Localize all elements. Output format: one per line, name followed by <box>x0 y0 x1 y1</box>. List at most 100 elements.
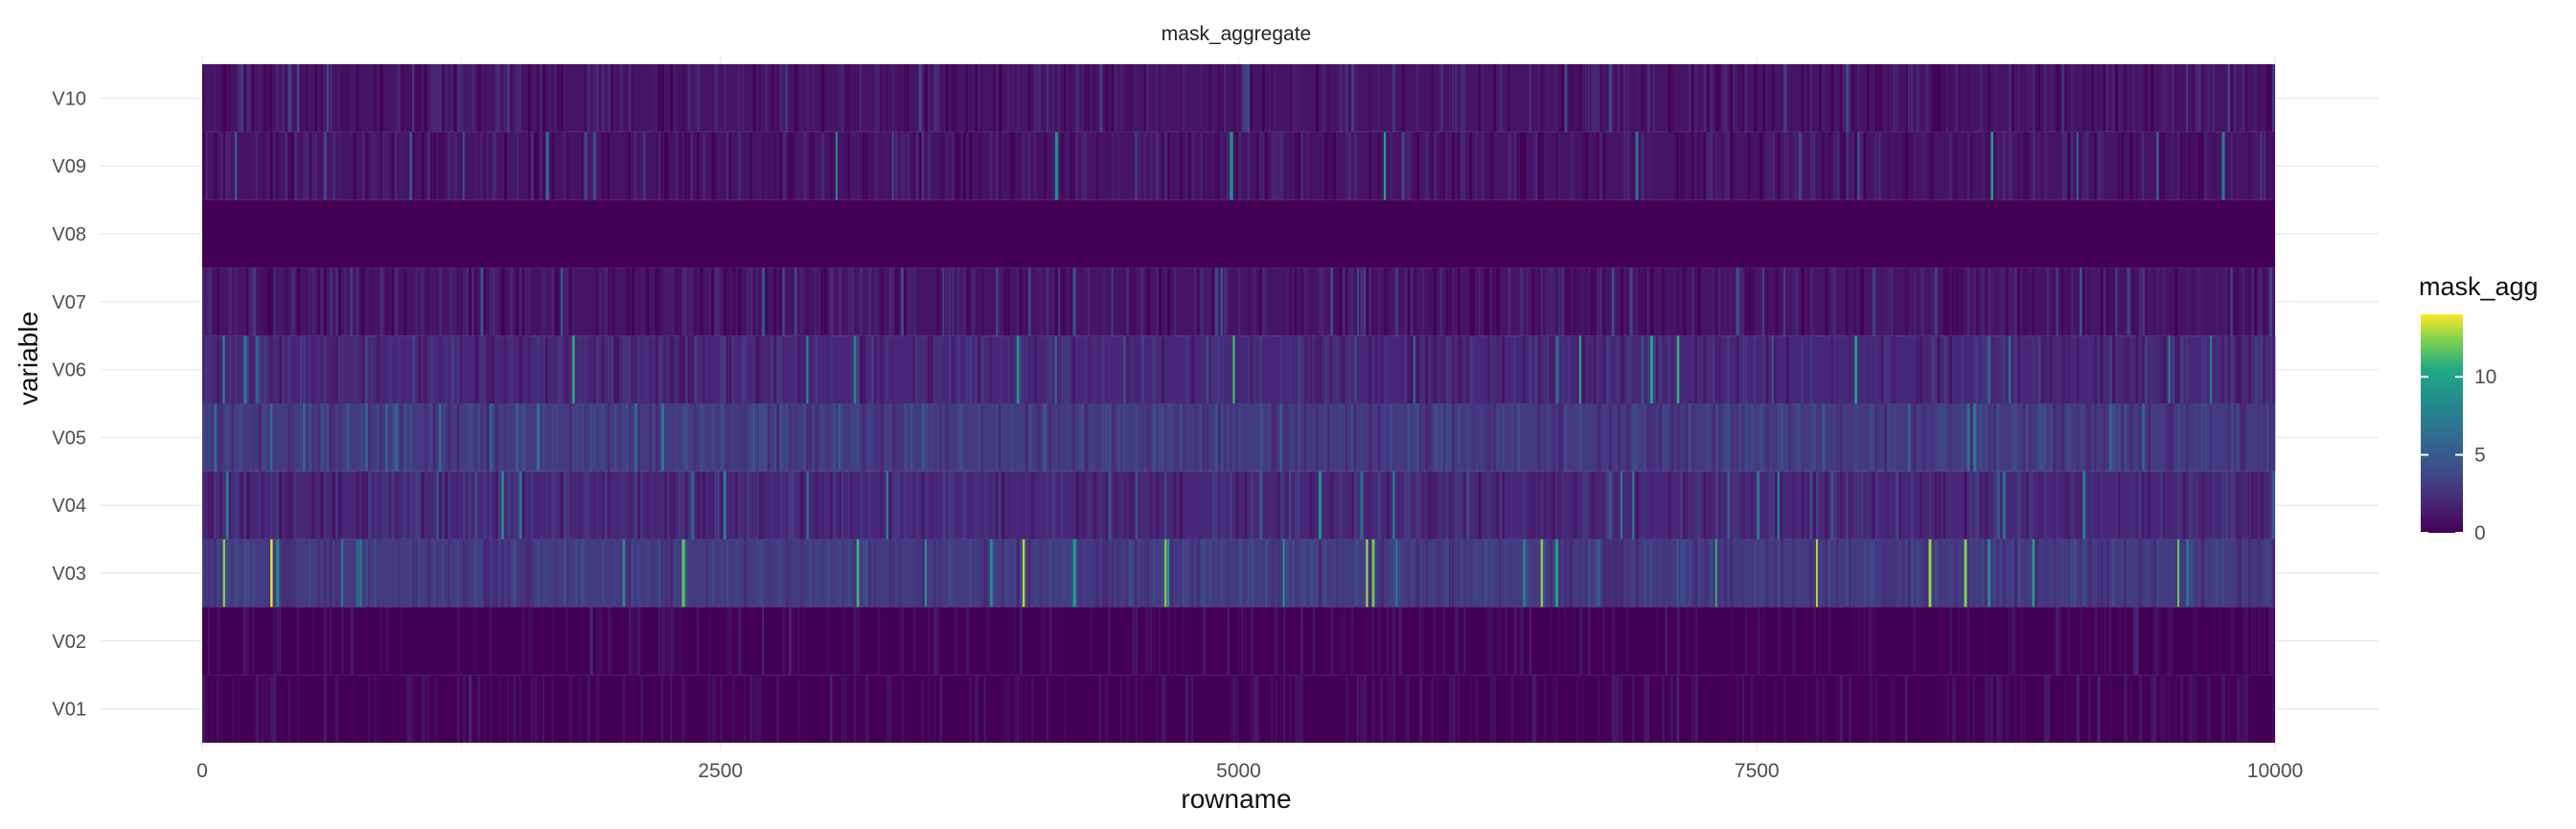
heatmap-cell <box>752 64 756 132</box>
heatmap-cell <box>690 335 695 403</box>
heatmap-cell <box>1646 335 1650 403</box>
heatmap-cell <box>1404 131 1407 200</box>
heatmap-cell <box>1564 267 1568 336</box>
heatmap-cell <box>1523 335 1526 403</box>
heatmap-cell <box>738 335 741 403</box>
heatmap-cell <box>1966 267 1971 336</box>
heatmap-cell <box>1896 471 1899 540</box>
heatmap-cell <box>1999 539 2003 608</box>
heatmap-cell <box>1555 539 1558 608</box>
heatmap-cell <box>1445 131 1448 200</box>
heatmap-cell <box>1676 403 1681 472</box>
heatmap-cell <box>380 64 383 132</box>
heatmap-cell <box>1836 539 1839 608</box>
heatmap-cell <box>2239 539 2242 608</box>
heatmap-cell <box>1520 607 1524 676</box>
heatmap-cell <box>1413 403 1417 472</box>
heatmap-cell <box>507 64 510 132</box>
heatmap-cell <box>1458 539 1460 608</box>
heatmap-cell <box>758 403 762 472</box>
heatmap-cell <box>2242 607 2245 676</box>
heatmap-cell <box>758 675 762 743</box>
heatmap-cell <box>2230 403 2234 472</box>
heatmap-cell <box>684 335 689 403</box>
heatmap-cell <box>2180 675 2184 743</box>
heatmap-cell <box>1366 607 1368 676</box>
heatmap-cell <box>1439 335 1442 403</box>
heatmap-cell <box>1537 267 1541 336</box>
heatmap-cell <box>954 607 958 676</box>
heatmap-cell <box>1374 267 1377 336</box>
heatmap-cell <box>1744 64 1747 132</box>
heatmap-cell <box>2216 335 2220 403</box>
heatmap-cell <box>1670 335 1673 403</box>
heatmap-cell <box>1555 335 1559 403</box>
heatmap-cell <box>1576 539 1579 608</box>
heatmap-cell <box>489 471 492 540</box>
heatmap-cell <box>238 539 241 608</box>
heatmap-cell <box>717 267 721 336</box>
heatmap-cell <box>1322 267 1324 336</box>
heatmap-cell <box>1451 64 1455 132</box>
heatmap-cell <box>1016 335 1020 403</box>
heatmap-cell <box>1762 539 1765 608</box>
heatmap-cell <box>1191 675 1194 743</box>
heatmap-cell <box>1534 675 1537 743</box>
heatmap-cell <box>608 335 610 403</box>
heatmap-cell <box>418 539 421 608</box>
heatmap-cell <box>1534 335 1538 403</box>
heatmap-cell <box>1599 539 1602 608</box>
heatmap-cell <box>637 607 641 676</box>
heatmap-cell <box>1558 267 1561 336</box>
heatmap-cell <box>293 471 297 540</box>
heatmap-cell <box>2108 267 2112 336</box>
heatmap-cell <box>815 403 818 472</box>
heatmap-cell <box>442 403 446 472</box>
heatmap-cell <box>1884 539 1888 608</box>
heatmap-cell <box>202 675 205 743</box>
heatmap-cell <box>1407 675 1410 743</box>
heatmap-cell <box>1549 267 1553 336</box>
heatmap-cell <box>234 335 238 403</box>
heatmap-cell <box>1327 471 1330 540</box>
heatmap-cell <box>1345 675 1349 743</box>
heatmap-cell <box>1646 64 1650 132</box>
heatmap-cell <box>605 131 608 200</box>
heatmap-cell <box>394 267 399 336</box>
heatmap-cell <box>1626 335 1630 403</box>
heatmap-cell <box>374 131 378 200</box>
heatmap-cell <box>907 64 909 132</box>
heatmap-cell <box>788 471 792 540</box>
heatmap-cell <box>1214 403 1219 472</box>
heatmap-cell <box>1208 64 1211 132</box>
heatmap-cell <box>1084 131 1088 200</box>
heatmap-cell <box>2053 267 2057 336</box>
heatmap-cell <box>1451 539 1455 608</box>
heatmap-cell <box>2141 403 2145 472</box>
heatmap-cell <box>1256 675 1259 743</box>
heatmap-cell <box>725 471 728 540</box>
heatmap-cell <box>545 131 549 200</box>
heatmap-cell <box>1972 403 1977 472</box>
heatmap-cell <box>2219 403 2221 472</box>
heatmap-cell <box>1051 267 1054 336</box>
heatmap-cell <box>978 471 980 540</box>
heatmap-cell <box>1914 403 1917 472</box>
heatmap-cell <box>836 539 840 608</box>
heatmap-cell <box>1712 471 1714 540</box>
heatmap-cell <box>655 267 658 336</box>
heatmap-cell <box>459 267 463 336</box>
heatmap-cell <box>1054 607 1057 676</box>
heatmap-cell <box>815 267 817 336</box>
heatmap-cell <box>1330 335 1333 403</box>
heatmap-cell <box>1244 471 1248 540</box>
heatmap-cell <box>1162 539 1165 608</box>
heatmap-cell <box>290 471 293 540</box>
heatmap-cell <box>1709 64 1714 132</box>
heatmap-cell <box>2058 64 2062 132</box>
heatmap-cell <box>1475 131 1478 200</box>
heatmap-cell <box>2271 471 2275 540</box>
heatmap-cell <box>1324 335 1328 403</box>
heatmap-cell <box>401 403 402 472</box>
heatmap-cell <box>429 64 433 132</box>
